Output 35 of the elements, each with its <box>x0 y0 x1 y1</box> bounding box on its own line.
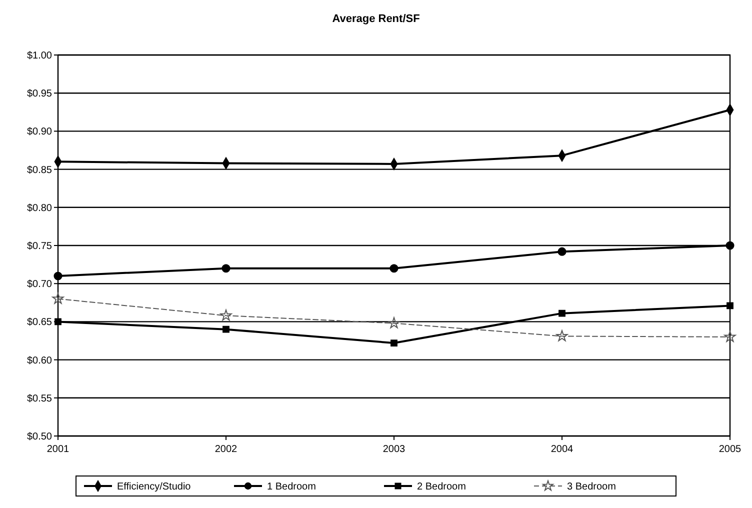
chart-title: Average Rent/SF <box>332 13 420 25</box>
point <box>220 310 232 321</box>
y-tick-label: $0.60 <box>26 355 52 366</box>
point <box>558 247 566 256</box>
x-tick-label: 2004 <box>550 444 574 455</box>
legend-label: 2 Bedroom <box>417 482 466 492</box>
point <box>390 340 398 346</box>
point <box>388 317 400 328</box>
point <box>222 264 230 273</box>
y-tick-label: $0.90 <box>26 126 52 138</box>
x-tick-label: 2002 <box>214 444 238 455</box>
y-tick-label: $0.95 <box>26 88 52 100</box>
y-tick-label: $0.70 <box>26 279 52 290</box>
y-tick-label: $0.80 <box>26 202 52 214</box>
x-tick-label: 2001 <box>46 444 70 455</box>
point <box>726 241 734 250</box>
legend-label: Efficiency/Studio <box>117 482 192 492</box>
y-tick-label: $0.85 <box>26 164 52 176</box>
point <box>54 272 62 280</box>
y-tick-label: $0.65 <box>26 317 52 328</box>
point <box>52 292 64 304</box>
legend-label: 1 Bedroom <box>267 482 316 492</box>
x-tick-label: 2003 <box>382 444 406 455</box>
x-tick-label: 2005 <box>718 444 742 455</box>
point <box>390 264 398 273</box>
point <box>222 326 230 333</box>
y-tick-label: $0.75 <box>26 241 52 252</box>
y-tick-label: $0.50 <box>26 432 52 442</box>
point <box>726 302 734 310</box>
point <box>558 310 566 317</box>
legend-label: 3 Bedroom <box>567 482 616 492</box>
y-tick-label: $0.55 <box>26 393 52 404</box>
point <box>556 330 568 342</box>
y-tick-label: $1.00 <box>26 50 52 62</box>
point <box>724 330 736 342</box>
